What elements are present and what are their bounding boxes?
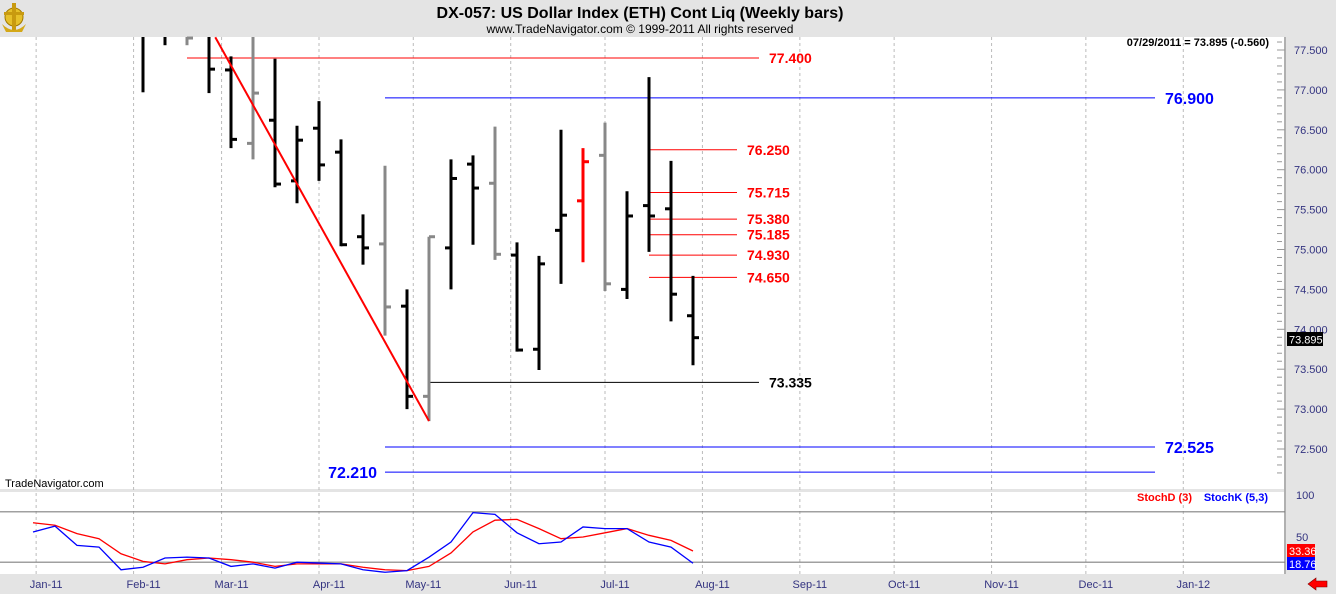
ohlc-bar [599, 122, 611, 291]
level-label: 75.380 [747, 211, 790, 227]
y-tick-label: 77.000 [1294, 85, 1328, 97]
stoch-tick-50: 50 [1296, 532, 1308, 544]
level-label: 75.185 [747, 227, 790, 243]
ohlc-bar [511, 242, 523, 352]
stochk-value-badge [1287, 557, 1315, 570]
stochd-value-badge [1287, 544, 1315, 557]
x-axis-labels: Jan-11 Feb-11 Mar-11 Apr-11 May-11 Jun-11 Jul-… [30, 579, 1210, 591]
level-label: 75.715 [747, 184, 790, 200]
ohlc-bar [621, 191, 633, 299]
level-label: 72.210 [328, 465, 377, 482]
x-tick-label: Sep-11 [793, 579, 828, 591]
x-tick-label: Mar-11 [215, 579, 249, 591]
ohlc-bar [643, 77, 655, 252]
level-label: 76.250 [747, 142, 790, 158]
x-tick-label: Oct-11 [888, 579, 920, 591]
ohlc-bar [467, 155, 479, 245]
x-tick-label: May-11 [405, 579, 441, 591]
ohlc-bar [533, 255, 545, 370]
stoch-tick-100: 100 [1296, 490, 1314, 502]
last-price-label: 73.895 [1289, 335, 1323, 347]
x-tick-label: Jan-12 [1176, 579, 1210, 591]
stochk-line [32, 511, 694, 573]
y-tick-label: 75.000 [1294, 245, 1328, 257]
ohlc-bar [247, 37, 259, 160]
last-price-badge [1287, 332, 1323, 346]
y-tick-label: 76.500 [1294, 125, 1328, 137]
price-readout: 07/29/2011 = 73.895 (-0.560) [1127, 37, 1270, 49]
ohlc-bar [665, 160, 677, 322]
copyright-text: www.TradeNavigator.com © 1999-2011 All r… [486, 22, 794, 36]
level-label: 72.525 [1165, 440, 1214, 457]
red-left-arrow-icon[interactable] [1307, 577, 1328, 591]
price-bars [141, 36, 699, 422]
ohlc-bar [401, 289, 413, 410]
level-label: 74.930 [747, 247, 790, 263]
x-tick-label: Aug-11 [695, 579, 730, 591]
ohlc-bar [687, 275, 699, 366]
x-tick-label: Dec-11 [1079, 579, 1114, 591]
price-axis[interactable]: 77.500 77.000 76.500 76.000 75.500 75.000 74.5… [1277, 41, 1328, 474]
x-tick-label: Feb-11 [127, 579, 161, 591]
stochk-value: 18.76 [1289, 559, 1317, 571]
y-tick-label: 74.500 [1294, 284, 1328, 296]
ohlc-bar [185, 36, 193, 46]
stochastic-lines [0, 511, 1285, 573]
legend-stochk: StochK (5,3) [1204, 492, 1269, 504]
ohlc-bar [207, 37, 215, 94]
x-tick-label: Nov-11 [984, 579, 1019, 591]
ohlc-bar [577, 148, 589, 263]
level-label: 73.335 [769, 374, 812, 390]
y-tick-label: 73.000 [1294, 404, 1328, 416]
level-label: 76.900 [1165, 91, 1214, 108]
x-tick-label: Jul-11 [600, 579, 629, 591]
ohlc-bar [335, 139, 347, 247]
y-tick-label: 72.500 [1294, 444, 1328, 456]
watermark: TradeNavigator.com [5, 478, 104, 490]
stochd-value: 33.36 [1289, 546, 1317, 558]
price-panel [0, 37, 1285, 489]
x-tick-label: Jan-11 [30, 579, 63, 591]
ohlc-bar [379, 165, 391, 336]
y-tick-label: 77.500 [1294, 45, 1328, 57]
legend-stochd: StochD (3) [1137, 492, 1192, 504]
ohlc-bar [225, 56, 237, 149]
ohlc-bar [357, 214, 369, 265]
gold-anchor-logo [2, 3, 26, 32]
ohlc-bar [423, 235, 435, 422]
ohlc-bar [313, 101, 325, 181]
x-tick-label: Apr-11 [313, 579, 345, 591]
stochd-line [32, 518, 694, 572]
ohlc-bar [445, 159, 457, 290]
chart-title: DX-057: US Dollar Index (ETH) Cont Liq (… [437, 5, 844, 22]
ohlc-bar [555, 129, 567, 284]
level-label: 77.400 [769, 50, 812, 66]
trendline [214, 36, 430, 422]
y-tick-label: 76.000 [1294, 165, 1328, 177]
level-label: 74.650 [747, 269, 790, 285]
x-tick-label: Jun-11 [504, 579, 537, 591]
y-tick-label: 73.500 [1294, 364, 1328, 376]
y-tick-label: 75.500 [1294, 205, 1328, 217]
ohlc-bar [489, 126, 501, 260]
ohlc-bar [269, 58, 281, 188]
